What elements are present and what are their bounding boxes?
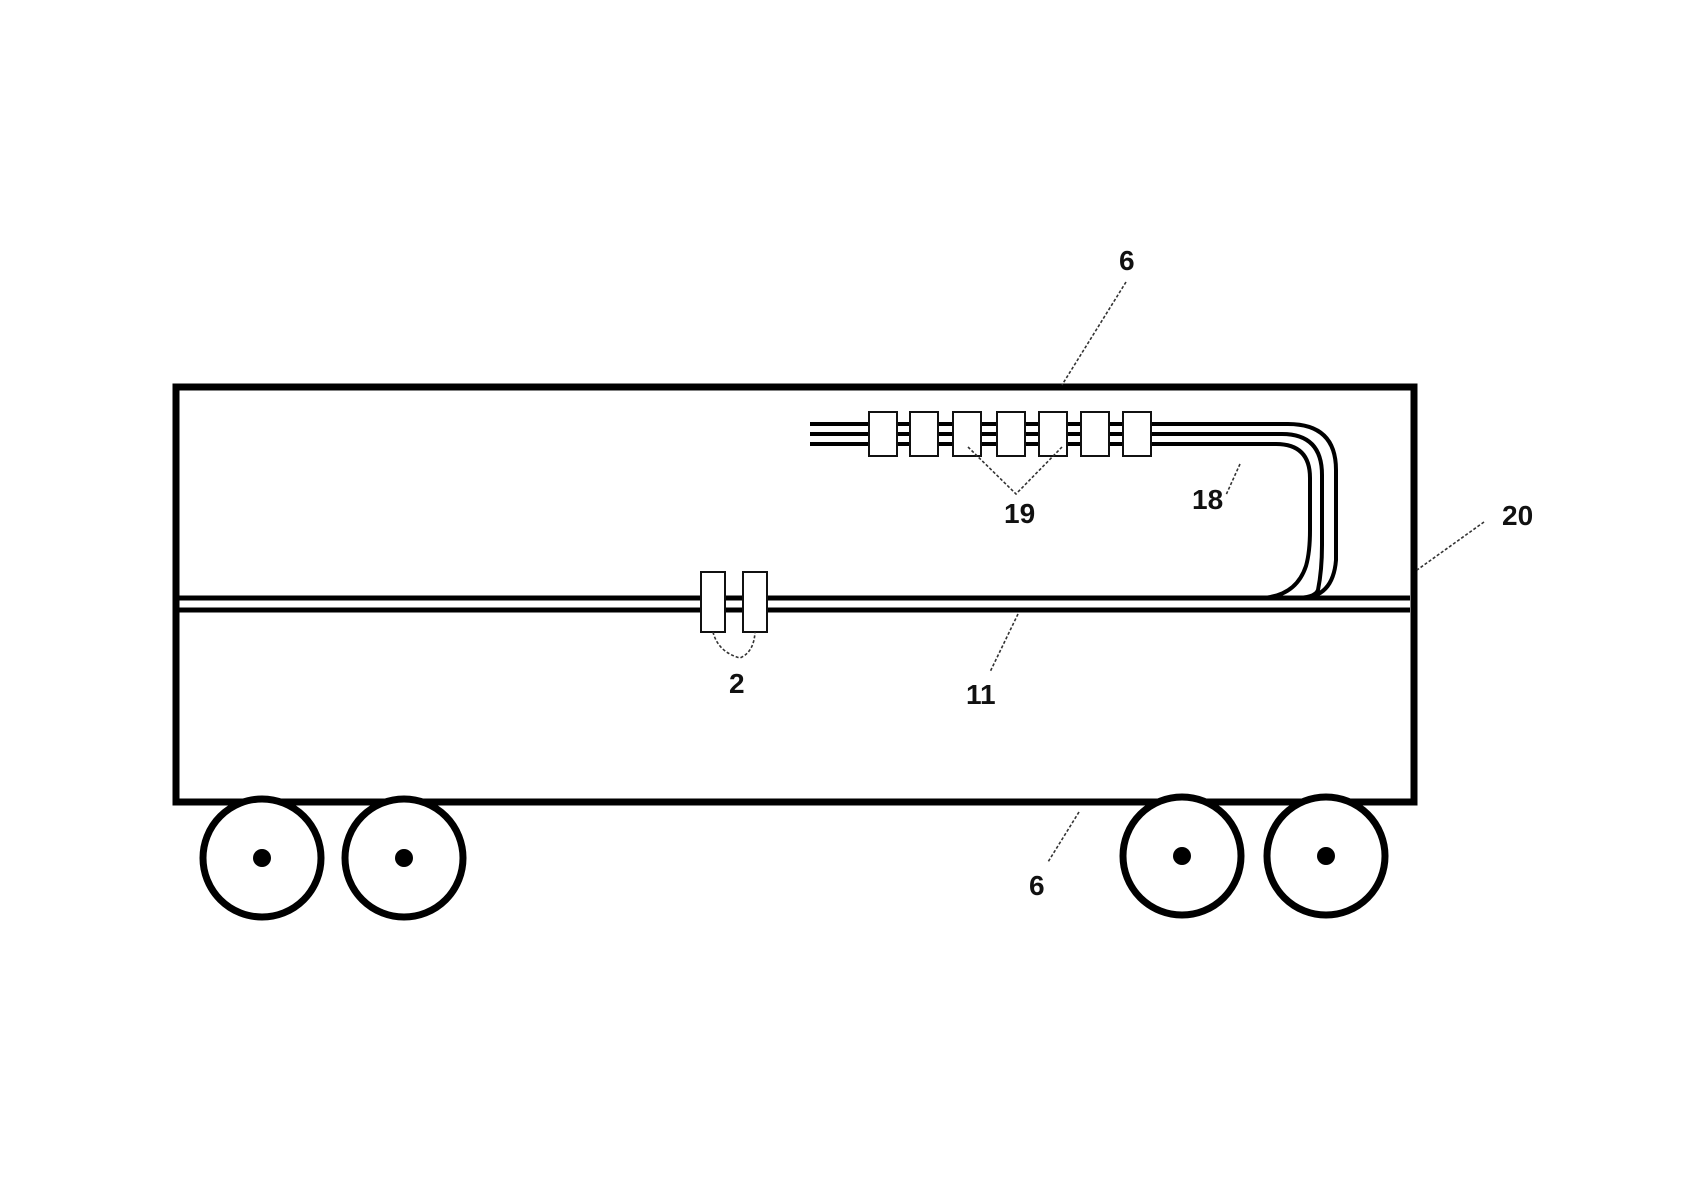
wheel-hub: [253, 849, 271, 867]
label-upper-coils: 19: [1004, 498, 1035, 529]
label-housing-bottom: 6: [1029, 870, 1045, 901]
lower-coil: [743, 572, 767, 632]
upper-coil-array: [869, 412, 1151, 456]
leader-housing-bottom: [1048, 812, 1079, 862]
label-main-conduit: 11: [966, 679, 996, 710]
upper-coil: [953, 412, 981, 456]
wheel-hub: [1173, 847, 1191, 865]
wheel-hub: [1317, 847, 1335, 865]
upper-coil: [910, 412, 938, 456]
label-lower-coils: 2: [729, 668, 745, 699]
lower-coil: [701, 572, 725, 632]
wheel-set-right: [1123, 797, 1385, 915]
leader-housing-top: [1062, 282, 1126, 385]
wheel-hub: [395, 849, 413, 867]
upper-coil: [1039, 412, 1067, 456]
vehicle-body: [176, 387, 1414, 802]
label-vehicle: 20: [1502, 500, 1533, 531]
upper-coil: [1081, 412, 1109, 456]
upper-coil: [997, 412, 1025, 456]
upper-coil: [1123, 412, 1151, 456]
leader-vehicle: [1417, 522, 1484, 570]
wheel-set-left: [203, 799, 463, 917]
label-loop-conduit: 18: [1192, 484, 1223, 515]
label-housing-top: 6: [1119, 245, 1135, 276]
upper-coil: [869, 412, 897, 456]
